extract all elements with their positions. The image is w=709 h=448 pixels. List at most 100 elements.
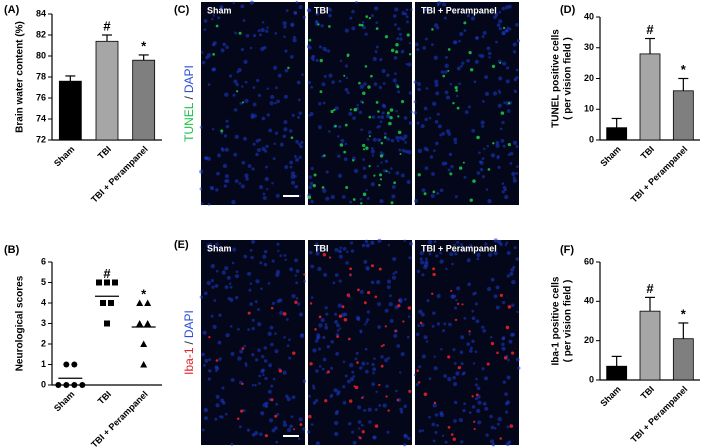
nucleus <box>492 91 498 96</box>
nucleus <box>501 190 505 194</box>
nucleus <box>343 312 348 317</box>
nucleus <box>302 379 307 383</box>
nucleus <box>323 74 327 78</box>
nucleus <box>375 21 379 25</box>
nucleus <box>208 369 212 373</box>
significance-mark: # <box>646 22 654 37</box>
nucleus <box>403 239 406 243</box>
nucleus <box>448 322 452 327</box>
nucleus <box>344 87 349 92</box>
nucleus <box>374 408 378 412</box>
nucleus <box>383 169 387 173</box>
nucleus <box>361 21 365 24</box>
stained-cell <box>375 100 379 104</box>
stained-cell <box>507 143 511 147</box>
nucleus <box>224 92 229 97</box>
stained-cell <box>326 370 330 374</box>
nucleus <box>448 152 453 157</box>
nucleus <box>436 191 440 195</box>
x-tick-label: TBI <box>639 144 656 161</box>
stained-cell <box>309 362 313 366</box>
nucleus <box>251 318 255 322</box>
bar <box>606 127 628 141</box>
nucleus <box>291 395 296 400</box>
nucleus <box>315 12 319 16</box>
nucleus <box>478 54 482 58</box>
nucleus <box>315 19 319 24</box>
nucleus <box>336 329 340 332</box>
nucleus <box>298 142 301 146</box>
nucleus <box>234 31 238 35</box>
nucleus <box>328 130 331 133</box>
nucleus <box>405 63 409 66</box>
nucleus <box>243 59 248 64</box>
panel-label: (B) <box>4 244 20 256</box>
nucleus <box>425 257 428 261</box>
nucleus <box>398 371 402 374</box>
nucleus <box>295 281 299 285</box>
nucleus <box>322 188 327 194</box>
nucleus <box>477 420 482 425</box>
nucleus <box>234 295 239 300</box>
stained-cell <box>343 150 347 154</box>
nucleus <box>403 433 407 438</box>
nucleus <box>349 376 355 382</box>
nucleus <box>356 317 361 321</box>
nucleus <box>260 411 265 416</box>
nucleus <box>274 131 279 135</box>
nucleus <box>312 348 317 353</box>
nucleus <box>208 247 212 251</box>
nucleus <box>211 18 214 21</box>
stained-cell <box>293 428 296 431</box>
bar <box>58 80 82 141</box>
nucleus <box>263 359 268 363</box>
nucleus <box>215 242 219 246</box>
nucleus <box>498 26 502 31</box>
image-title: Sham <box>207 5 232 15</box>
nucleus <box>435 254 439 258</box>
nucleus <box>433 149 436 152</box>
nucleus <box>235 82 239 87</box>
nucleus <box>387 243 391 247</box>
nucleus <box>462 409 466 413</box>
stained-cell <box>452 437 456 441</box>
x-tick-label: Sham <box>598 144 622 168</box>
nucleus <box>360 423 364 427</box>
nucleus <box>415 332 420 337</box>
stained-cell <box>447 425 451 429</box>
nucleus <box>496 156 500 160</box>
nucleus <box>431 422 436 427</box>
nucleus <box>220 147 224 151</box>
nucleus <box>441 131 445 136</box>
y-tick-label: 72 <box>36 134 46 144</box>
stained-cell <box>308 414 312 419</box>
nucleus <box>403 116 408 120</box>
nucleus <box>501 336 505 341</box>
nucleus <box>266 87 270 91</box>
nucleus <box>504 243 508 246</box>
nucleus <box>459 31 464 37</box>
nucleus <box>283 254 287 257</box>
stained-cell <box>352 198 356 201</box>
nucleus <box>303 280 306 283</box>
nucleus <box>430 193 435 199</box>
stained-cell <box>339 143 344 147</box>
nucleus <box>455 299 458 302</box>
nucleus <box>454 306 458 310</box>
nucleus <box>364 347 368 351</box>
nucleus <box>318 323 323 328</box>
nucleus <box>365 243 370 248</box>
nucleus <box>233 152 238 157</box>
nucleus <box>381 103 386 108</box>
nucleus <box>502 61 507 66</box>
nucleus <box>423 106 428 111</box>
nucleus <box>217 340 222 345</box>
nucleus <box>485 433 489 437</box>
nucleus <box>398 135 403 140</box>
stained-cell <box>330 109 334 114</box>
nucleus <box>322 357 327 362</box>
stained-cell <box>374 424 379 428</box>
stained-cell <box>353 108 357 112</box>
nucleus <box>332 281 336 285</box>
nucleus <box>487 51 492 56</box>
